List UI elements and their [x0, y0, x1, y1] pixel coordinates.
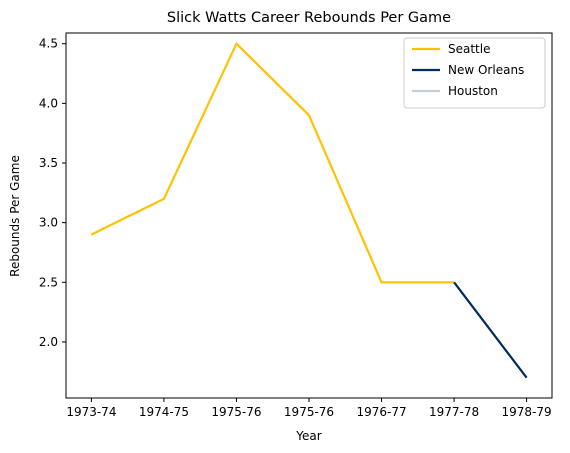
- series-line-0: [90, 41, 455, 284]
- chart-title: Slick Watts Career Rebounds Per Game: [167, 10, 451, 26]
- y-axis-title: Rebounds Per Game: [8, 155, 22, 277]
- y-tick-label: 4.0: [39, 96, 58, 110]
- x-tick-label: 1973-74: [66, 405, 116, 419]
- y-tick-label: 4.5: [39, 37, 58, 51]
- x-axis-title: Year: [295, 429, 321, 443]
- y-tick-label: 2.5: [39, 275, 58, 289]
- x-axis: 1973-74 1974-75 1975-76 1975-76 1976-77 1977-…: [66, 398, 552, 419]
- x-tick-label: 1975-76: [211, 405, 261, 419]
- y-axis: 2.0 2.5 3.0 3.5 4.0 4.5: [39, 37, 66, 349]
- x-tick-label: 1974-75: [139, 405, 189, 419]
- legend-label: Houston: [448, 84, 498, 98]
- legend-label: New Orleans: [448, 63, 524, 77]
- y-tick-label: 3.0: [39, 216, 58, 230]
- x-tick-label: 1975-76: [284, 405, 334, 419]
- legend: Seattle New Orleans Houston: [403, 37, 546, 109]
- x-tick-label: 1976-77: [356, 405, 406, 419]
- series-line-1: [453, 281, 528, 379]
- legend-label: Seattle: [448, 42, 490, 56]
- y-tick-label: 3.5: [39, 156, 58, 170]
- y-tick-label: 2.0: [39, 335, 58, 349]
- x-tick-label: 1978-79: [502, 405, 552, 419]
- x-tick-label: 1977-78: [429, 405, 479, 419]
